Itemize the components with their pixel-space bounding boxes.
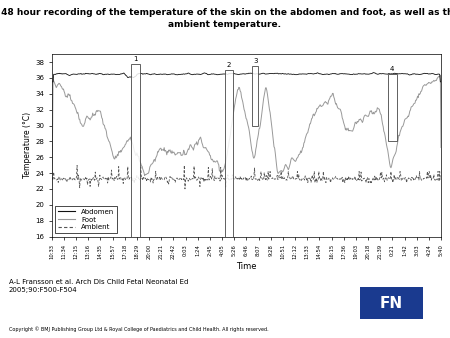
Text: 2: 2 xyxy=(227,63,231,68)
Bar xyxy=(225,70,233,237)
Text: 1: 1 xyxy=(133,56,138,62)
Y-axis label: Temperature (°C): Temperature (°C) xyxy=(23,112,32,178)
Text: 3: 3 xyxy=(253,58,257,65)
Bar xyxy=(131,64,140,237)
Bar xyxy=(252,66,258,125)
X-axis label: Time: Time xyxy=(236,262,256,271)
Text: A 48 hour recording of the temperature of the skin on the abdomen and foot, as w: A 48 hour recording of the temperature o… xyxy=(0,8,450,29)
Legend: Abdomen, Foot, Ambient: Abdomen, Foot, Ambient xyxy=(55,206,117,233)
Text: Copyright © BMJ Publishing Group Ltd & Royal College of Paediatrics and Child He: Copyright © BMJ Publishing Group Ltd & R… xyxy=(9,326,269,332)
Text: FN: FN xyxy=(380,296,403,311)
Bar xyxy=(388,74,396,141)
Text: A-L Fransson et al. Arch Dis Child Fetal Neonatal Ed
2005;90:F500-F504: A-L Fransson et al. Arch Dis Child Fetal… xyxy=(9,279,189,293)
Text: 4: 4 xyxy=(390,66,395,72)
